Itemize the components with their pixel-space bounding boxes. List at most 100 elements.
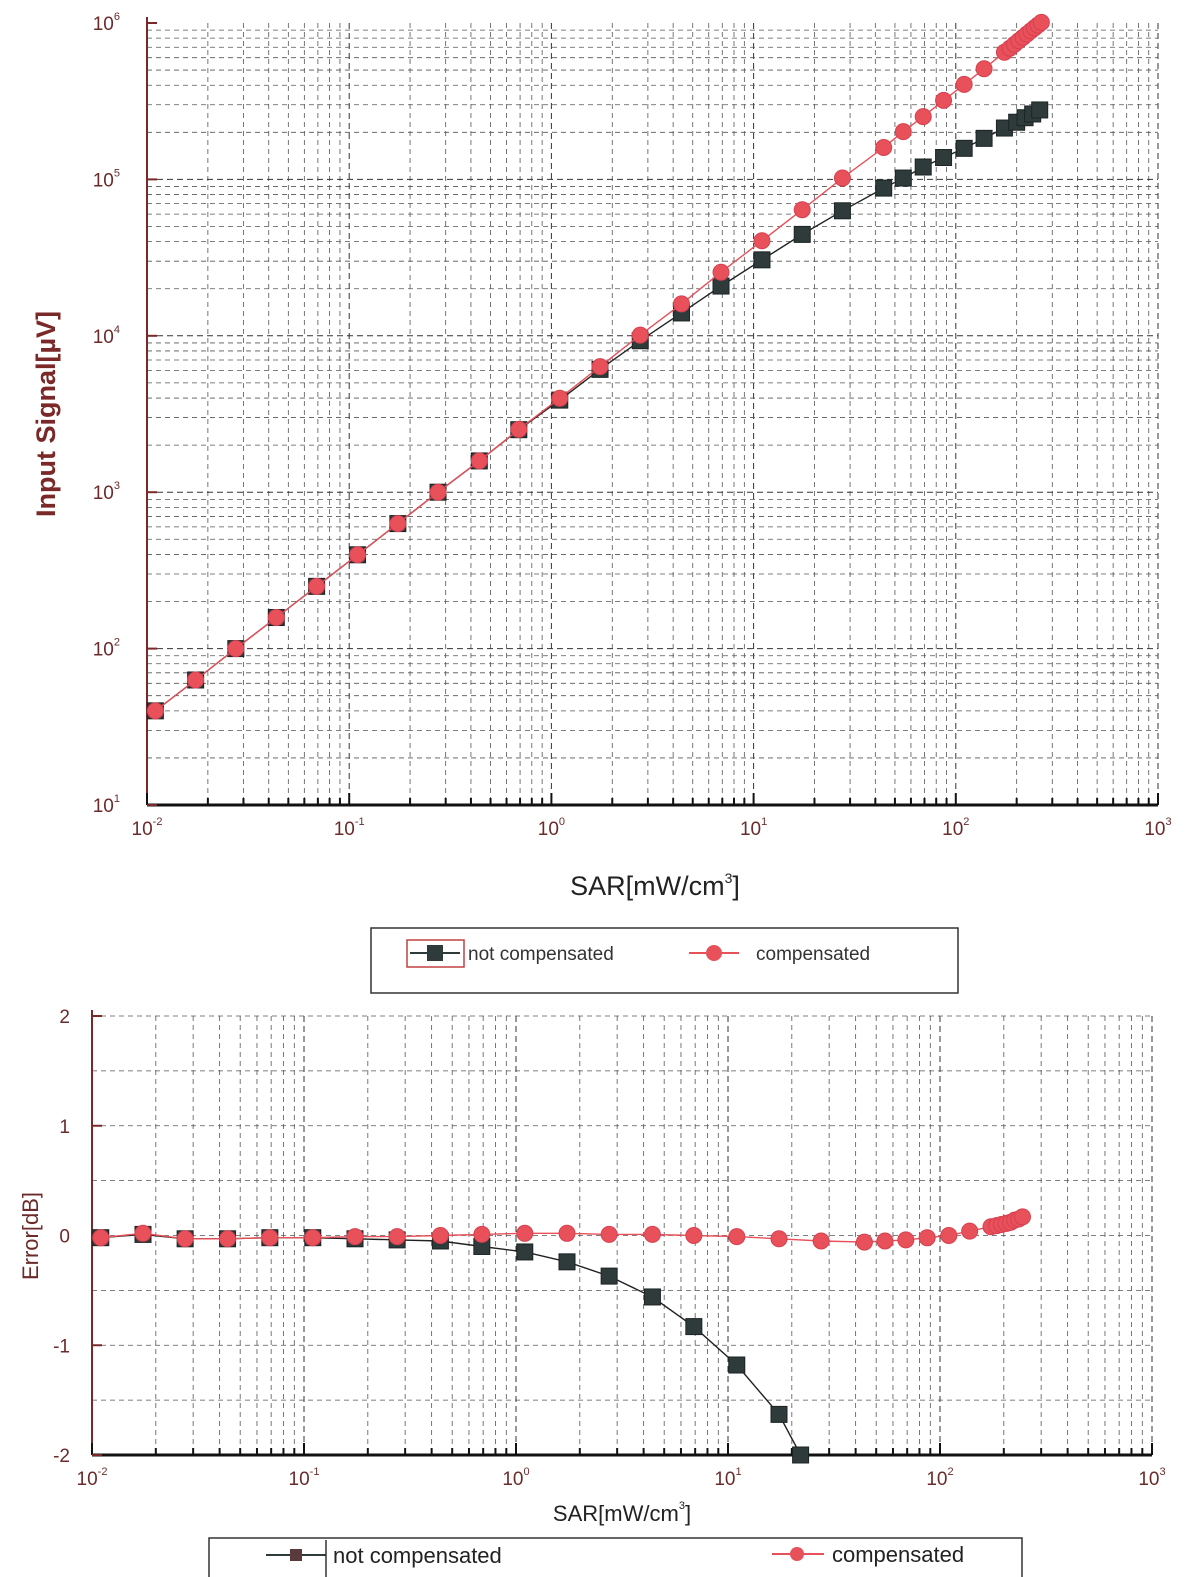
bottom-not-compensated-point [685,1318,703,1336]
top-x-tick-label: 10-2 [132,816,163,840]
top-compensated-point [631,326,649,344]
top-legend-not-compensated-marker [427,945,443,961]
top-compensated-point [267,609,285,627]
bottom-y-tick-label: -1 [53,1336,70,1357]
top-not-compensated-point [833,202,851,220]
bottom-compensated-point [770,1230,788,1248]
bottom-compensated-point [940,1227,958,1244]
top-compensated-point [227,640,245,658]
top-compensated-point [1032,13,1050,31]
bottom-legend-not-compensated-marker [290,1549,302,1561]
top-compensated-point [894,123,912,141]
bottom-compensated-point [473,1225,491,1243]
top-y-tick-label: 101 [93,793,120,817]
bottom-x-tick-label: 101 [714,1466,741,1490]
top-compensated-point [673,295,691,313]
top-compensated-point [349,546,367,564]
bottom-compensated-point [346,1228,364,1246]
bottom-compensated-point [176,1230,194,1248]
bottom-legend-compensated-label: compensated [832,1542,964,1567]
top-compensated-point [389,515,407,533]
top-x-tick-label: 101 [740,816,767,840]
top-legend-sample-box [406,939,465,968]
bottom-not-compensated-point [558,1253,576,1271]
top-not-compensated-point [753,251,771,269]
top-compensated-point [875,138,893,156]
top-y-tick-label: 104 [93,324,120,348]
top-not-compensated-point [935,149,953,167]
bottom-legend: not compensated compensated [208,1537,1023,1577]
top-compensated-point [712,263,730,281]
bottom-x-tick-label: 102 [926,1466,953,1490]
bottom-y-tick-label: 0 [59,1227,70,1248]
bottom-not-compensated-point [770,1405,788,1423]
top-x-tick-label: 102 [942,816,969,840]
top-y-tick-label: 106 [93,11,120,35]
top-y-tick-label: 105 [93,167,120,191]
bottom-x-tick-label: 103 [1138,1466,1165,1490]
top-y-tick-label: 103 [93,480,120,504]
top-compensated-point [753,232,771,250]
bottom-not-compensated-point [792,1446,810,1464]
top-compensated-point [551,389,569,407]
bottom-compensated-point [643,1225,661,1243]
bottom-compensated-point [431,1227,449,1244]
bottom-y-tick-label: 2 [59,1007,70,1028]
bottom-compensated-point [558,1224,576,1242]
bottom-compensated-point [876,1232,894,1250]
bottom-x-axis-title: SAR[mW/cm3] [553,1500,691,1526]
top-legend-compensated-marker [706,945,722,961]
bottom-compensated-point [600,1225,618,1243]
input-signal-chart: 10-2 10-1 100 101 102 103 101 102 103 104 105 106 SA… [31,11,1172,901]
top-x-tick-label: 10-1 [334,816,365,840]
bottom-not-compensated-point [600,1267,618,1285]
top-compensated-point [914,108,932,126]
top-compensated-point [975,60,993,78]
top-legend-not-compensated-label: not compensated [468,944,614,965]
top-legend-compensated-label: compensated [756,944,870,965]
bottom-compensated-point [92,1229,110,1247]
bottom-compensated-point [685,1227,703,1244]
bottom-not-compensated-point [728,1356,746,1374]
top-compensated-point [308,577,326,595]
bottom-not-compensated-line [100,1233,802,1456]
bottom-legend-compensated-marker [790,1547,804,1561]
top-not-compensated-point [793,225,811,243]
top-not-compensated-point [875,179,893,197]
bottom-legend-box [208,1537,1023,1577]
top-not-compensated-point [894,169,912,187]
top-compensated-point [793,201,811,219]
bottom-x-tick-label: 10-2 [77,1466,108,1490]
top-x-tick-label: 100 [538,816,565,840]
top-compensated-point [833,169,851,187]
bottom-compensated-point [304,1229,322,1247]
top-compensated-point [429,483,447,501]
top-compensated-point [591,358,609,376]
top-not-compensated-point [1031,101,1049,119]
top-compensated-point [146,702,164,720]
top-compensated-point [510,420,528,438]
top-y-tick-label: 102 [93,637,120,661]
bottom-not-compensated-point [643,1288,661,1306]
bottom-compensated-point [388,1228,406,1246]
bottom-not-compensated-point [516,1243,534,1261]
top-legend-box [370,927,959,994]
top-compensated-point [187,671,205,689]
bottom-compensated-point [961,1222,979,1240]
top-y-axis-title: Input Signal[µV] [31,311,61,517]
bottom-compensated-point [812,1232,830,1250]
bottom-x-tick-label: 10-1 [289,1466,320,1490]
bottom-compensated-point [516,1224,534,1242]
top-compensated-point [955,75,973,93]
bottom-compensated-point [897,1231,915,1249]
bottom-compensated-point [855,1233,873,1251]
bottom-y-tick-label: 1 [59,1117,70,1138]
top-compensated-point [470,452,488,470]
bottom-y-tick-label: -2 [53,1446,70,1467]
top-not-compensated-point [914,158,932,176]
bottom-compensated-point [261,1229,279,1247]
bottom-compensated-point [918,1229,936,1247]
bottom-compensated-point [219,1230,237,1248]
bottom-compensated-point [728,1228,746,1246]
